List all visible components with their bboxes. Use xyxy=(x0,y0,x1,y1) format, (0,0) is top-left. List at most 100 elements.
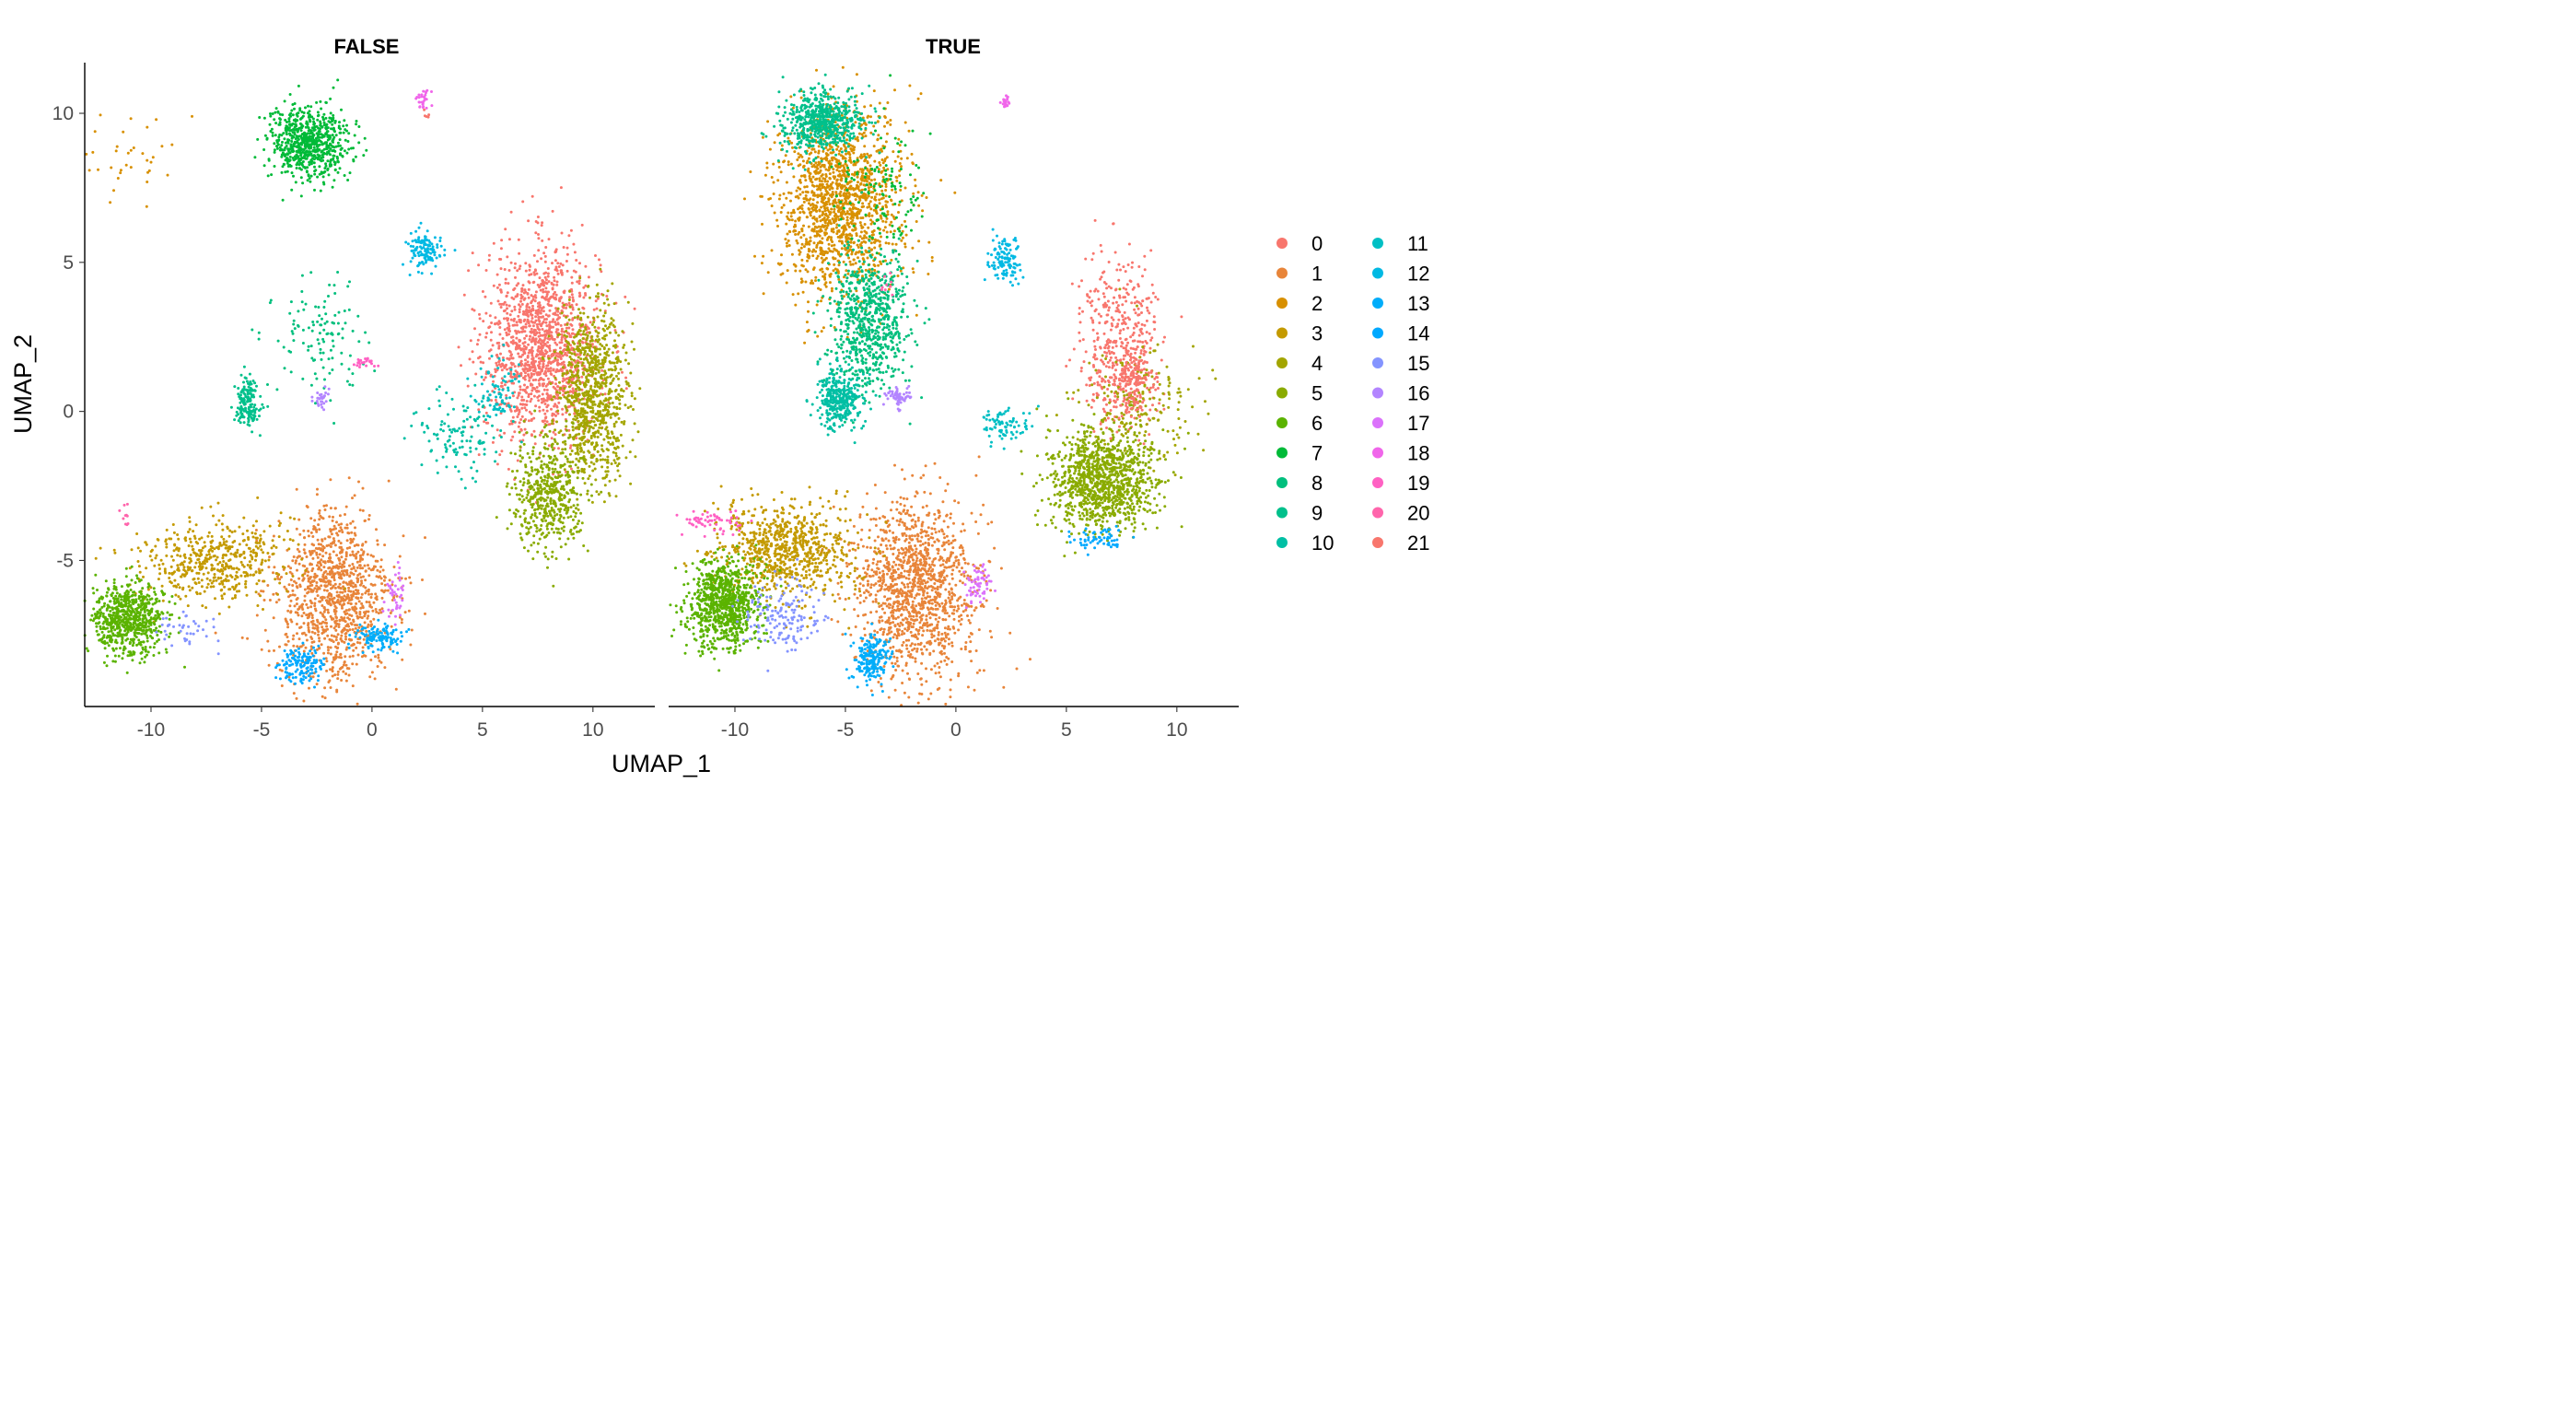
data-point xyxy=(330,532,333,536)
data-point xyxy=(285,572,288,576)
data-point xyxy=(530,331,533,334)
data-point xyxy=(619,368,623,371)
data-point xyxy=(289,618,293,622)
data-point xyxy=(507,493,511,496)
data-point xyxy=(563,387,566,390)
data-point xyxy=(600,361,604,365)
data-point xyxy=(327,566,331,570)
data-point xyxy=(194,582,198,586)
data-point xyxy=(191,548,194,552)
data-point xyxy=(289,599,293,602)
data-point xyxy=(334,625,338,628)
data-point xyxy=(320,622,323,625)
data-point xyxy=(120,585,123,589)
data-point xyxy=(522,320,526,322)
data-point xyxy=(569,228,573,232)
data-point xyxy=(134,615,138,619)
data-point xyxy=(505,393,508,397)
data-point xyxy=(516,269,519,273)
data-point xyxy=(558,480,562,484)
data-point xyxy=(305,555,309,558)
data-point xyxy=(243,575,247,578)
data-point xyxy=(236,576,239,579)
data-point xyxy=(553,531,555,534)
data-point xyxy=(570,532,574,536)
data-point xyxy=(377,612,380,615)
data-point xyxy=(582,415,586,418)
data-point xyxy=(588,425,591,428)
data-point xyxy=(554,330,558,333)
data-point xyxy=(107,587,110,590)
data-point xyxy=(616,469,620,473)
data-point xyxy=(369,659,373,661)
data-point xyxy=(551,471,554,474)
data-point xyxy=(543,330,547,333)
data-point xyxy=(313,597,317,601)
data-point xyxy=(212,555,216,558)
data-point xyxy=(125,622,129,625)
data-point xyxy=(496,299,500,303)
data-point xyxy=(286,590,289,593)
data-point xyxy=(527,479,530,483)
data-point xyxy=(372,601,376,604)
data-point xyxy=(351,550,355,554)
data-point xyxy=(348,613,352,617)
data-point xyxy=(572,299,575,303)
data-point xyxy=(519,359,523,363)
data-point xyxy=(500,368,504,372)
data-point xyxy=(333,586,337,590)
data-point xyxy=(293,604,297,608)
data-point xyxy=(328,579,331,583)
data-point xyxy=(569,528,573,531)
data-point xyxy=(334,638,338,642)
data-point xyxy=(565,315,568,319)
data-point xyxy=(313,602,317,605)
data-point xyxy=(531,452,535,456)
data-point xyxy=(344,620,347,624)
data-point xyxy=(523,288,527,292)
data-point xyxy=(107,604,111,608)
data-point xyxy=(516,396,519,400)
data-point xyxy=(409,581,413,585)
data-point xyxy=(532,271,536,274)
data-point xyxy=(542,435,545,438)
data-point xyxy=(542,384,545,388)
data-point xyxy=(612,319,615,322)
data-point xyxy=(572,536,576,540)
data-point xyxy=(262,579,266,583)
data-point xyxy=(537,345,541,349)
data-point xyxy=(191,544,194,548)
data-point xyxy=(545,293,549,297)
data-point xyxy=(523,383,526,387)
data-point xyxy=(513,308,517,311)
data-point xyxy=(580,364,584,368)
data-point xyxy=(296,586,299,590)
data-point xyxy=(89,618,93,622)
data-point xyxy=(592,420,596,424)
data-point xyxy=(547,314,550,318)
data-point xyxy=(159,558,163,562)
data-point xyxy=(244,586,248,589)
data-point xyxy=(621,394,624,398)
data-point xyxy=(520,295,524,298)
data-point xyxy=(288,516,292,520)
data-point xyxy=(227,566,230,570)
data-point xyxy=(332,635,336,638)
data-point xyxy=(344,679,348,683)
data-point xyxy=(557,333,561,336)
data-point xyxy=(560,352,564,355)
data-point xyxy=(276,577,280,580)
data-point xyxy=(516,370,519,374)
data-point xyxy=(614,420,618,424)
data-point xyxy=(607,440,611,444)
data-point xyxy=(332,576,336,579)
data-point xyxy=(566,492,570,496)
data-point xyxy=(599,309,602,312)
data-point xyxy=(530,513,534,517)
data-point xyxy=(113,660,117,663)
data-point xyxy=(254,544,258,548)
data-point xyxy=(289,578,293,581)
data-point xyxy=(112,548,116,552)
data-point xyxy=(400,621,403,625)
data-point xyxy=(239,574,243,578)
